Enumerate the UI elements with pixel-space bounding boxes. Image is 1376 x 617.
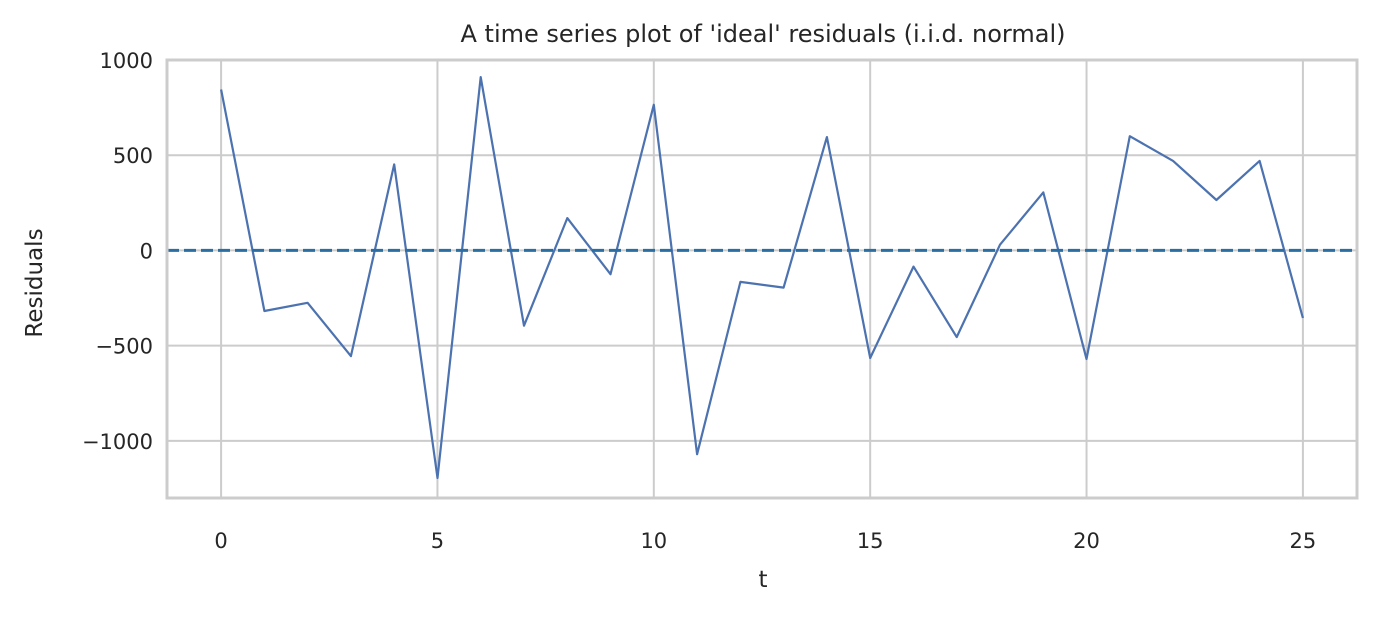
grid-layer xyxy=(167,60,1357,498)
y-tick-label: 0 xyxy=(140,239,153,263)
y-tick-label: −500 xyxy=(95,335,153,359)
x-tick-label: 20 xyxy=(1073,529,1100,553)
tick-layer: 0 5 10 15 20 25 1000 500 0 −500 −1000 xyxy=(82,49,1316,553)
x-tick-label: 5 xyxy=(431,529,444,553)
series-layer xyxy=(167,77,1357,478)
chart-title: A time series plot of 'ideal' residuals … xyxy=(461,20,1066,48)
y-axis-label: Residuals xyxy=(22,228,48,337)
x-tick-label: 10 xyxy=(640,529,667,553)
x-tick-label: 15 xyxy=(857,529,884,553)
frame-layer xyxy=(167,60,1357,498)
y-tick-label: −1000 xyxy=(82,430,153,454)
residuals-series-line xyxy=(221,77,1303,478)
y-tick-label: 1000 xyxy=(100,49,153,73)
y-tick-label: 500 xyxy=(113,144,153,168)
x-tick-label: 0 xyxy=(214,529,227,553)
plot-frame xyxy=(167,60,1357,498)
x-tick-label: 25 xyxy=(1290,529,1317,553)
x-axis-label: t xyxy=(758,567,767,593)
